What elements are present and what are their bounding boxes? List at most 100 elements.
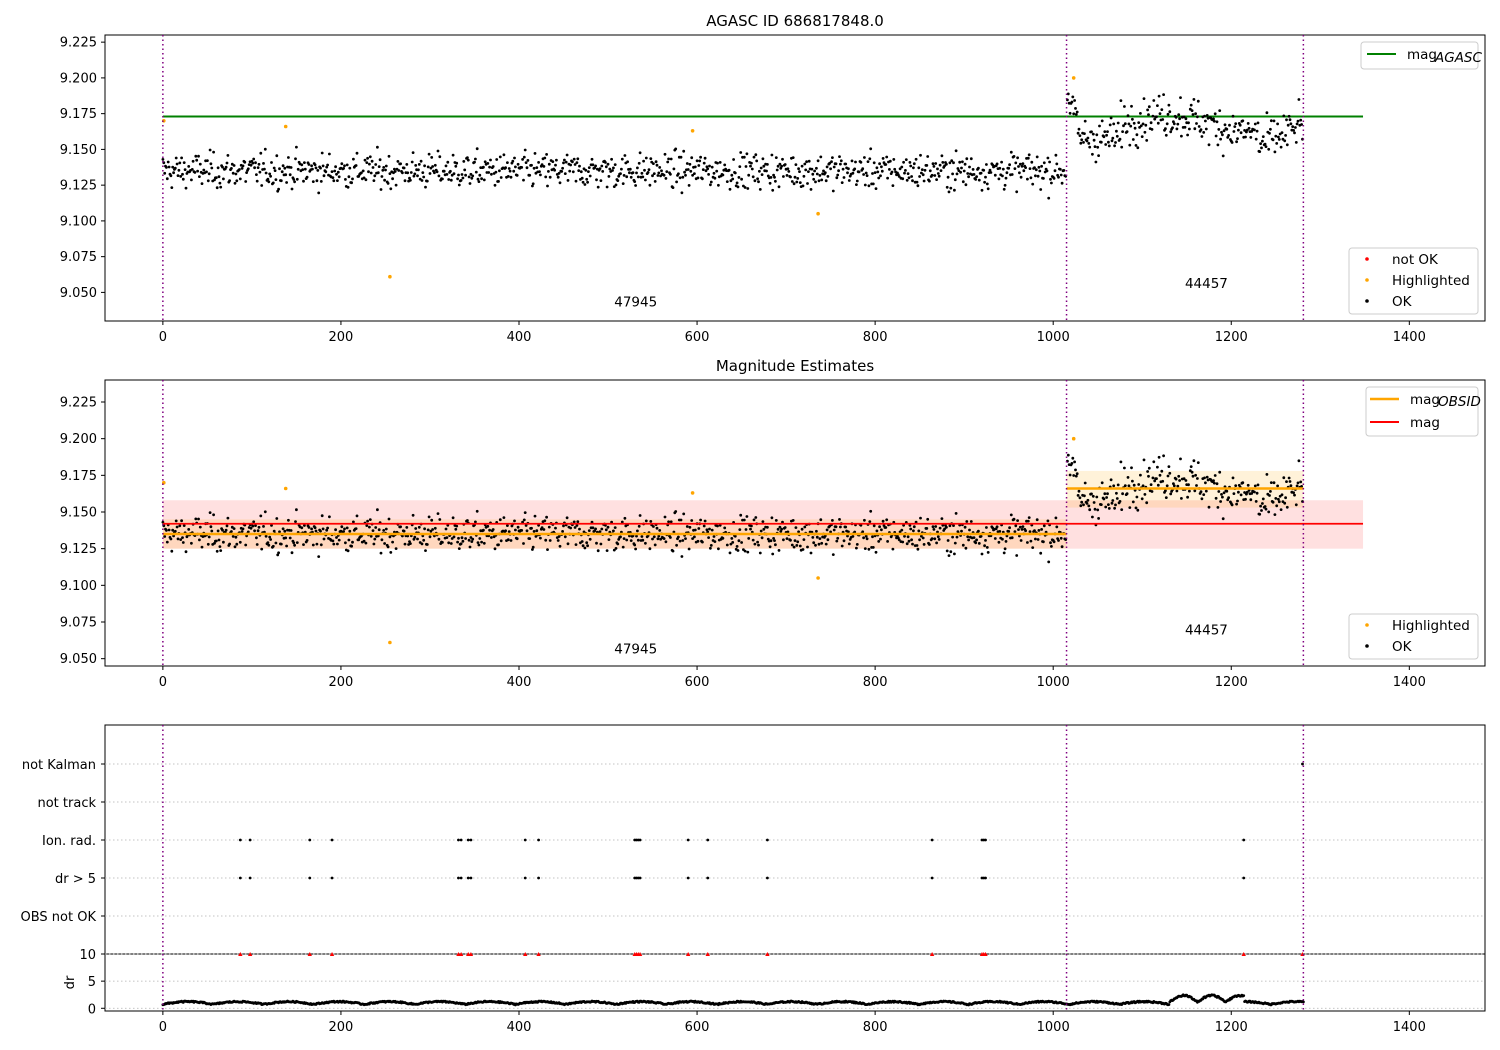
p1-ok-point	[1214, 134, 1218, 138]
p1-ok-point	[224, 165, 228, 169]
p1-ok-point	[263, 147, 267, 151]
p1-ok-point	[1145, 139, 1149, 142]
p2-ok-point	[672, 530, 676, 534]
p1-ok-point	[961, 160, 964, 164]
p3-dr5-point	[686, 876, 690, 880]
p2-ok-point	[315, 542, 319, 546]
p1-ok-point	[594, 164, 597, 168]
p2-ok-point	[1244, 497, 1247, 501]
p2-ok-point	[953, 552, 956, 556]
p2-ok-point	[622, 537, 626, 540]
p2-ok-point	[1076, 494, 1080, 497]
p2-ok-point	[364, 541, 368, 545]
p2-ok-point	[1100, 481, 1104, 485]
p2-ok-point	[705, 528, 709, 532]
p1-ok-point	[370, 159, 374, 163]
p2-ok-point	[200, 545, 204, 549]
p1-ytick-label-0: 9.050	[60, 286, 97, 301]
p2-ok-point	[587, 529, 591, 532]
p1-ok-point	[820, 178, 824, 182]
p1-ok-point	[985, 182, 989, 186]
p1-ok-point	[225, 161, 229, 165]
p1-ok-point	[1157, 94, 1161, 98]
p2-ok-point	[165, 540, 169, 544]
p1-ok-point	[1222, 129, 1226, 133]
p2-ok-point	[1202, 493, 1206, 496]
p1-ok-point	[1042, 161, 1046, 165]
p4-ytick-label-1: 5	[88, 975, 96, 990]
p1-ok-point	[368, 162, 371, 166]
p1-ok-point	[482, 165, 485, 169]
p1-ok-point	[1165, 122, 1169, 126]
p2-ok-point	[607, 538, 611, 541]
p2-ok-point	[1189, 465, 1193, 468]
p2-ok-point	[721, 536, 725, 540]
p2-ok-point	[278, 530, 281, 534]
p1-ok-point	[333, 169, 337, 173]
p1-ok-point	[897, 175, 901, 178]
p1-ok-point	[451, 153, 455, 157]
p2-ok-point	[1126, 476, 1130, 479]
p2-ok-point	[909, 527, 913, 531]
p1-ok-point	[1195, 122, 1198, 125]
p2-ok-point	[838, 518, 841, 521]
p2-ok-point	[966, 535, 970, 539]
p2-ok-point	[287, 518, 290, 522]
p2-ok-point	[1214, 496, 1218, 500]
p1-ok-point	[1153, 117, 1157, 121]
p2-ok-point	[797, 530, 800, 534]
p1-ok-point	[1048, 160, 1051, 164]
p1-ok-point	[301, 168, 305, 172]
p1-ok-point	[491, 165, 495, 168]
p2-ok-point	[708, 527, 711, 531]
p1-ok-point	[169, 174, 173, 178]
p2-ok-point	[834, 525, 838, 529]
p2-ok-point	[350, 544, 353, 548]
p1-ok-point	[1203, 114, 1206, 118]
p1-ok-point	[506, 175, 510, 178]
p2-ok-point	[1106, 492, 1109, 496]
p2-ok-point	[1052, 540, 1056, 544]
p2-ok-point	[1165, 484, 1169, 488]
p1-ok-point	[554, 163, 557, 167]
p2-ok-point	[901, 540, 905, 544]
p2-ok-point	[1175, 489, 1179, 493]
p1-ok-point	[475, 147, 479, 151]
p1-ok-point	[847, 167, 850, 171]
p1-ok-point	[835, 176, 839, 180]
p2-ok-point	[319, 543, 323, 547]
p1-ok-point	[853, 167, 857, 171]
p1-ok-point	[716, 161, 719, 165]
p1-ok-point	[983, 180, 986, 184]
p1-ok-point	[469, 172, 473, 176]
p1-xtick-label-6: 1200	[1215, 330, 1248, 345]
p1-ok-point	[713, 176, 717, 180]
p1-ok-point	[360, 171, 363, 175]
p2-ok-point	[416, 537, 419, 541]
p2-ok-point	[1012, 517, 1016, 521]
p1-ok-point	[234, 172, 238, 176]
p2-ok-point	[525, 529, 529, 533]
p1-xtick-label-0: 0	[159, 330, 167, 345]
p1-ok-point	[623, 154, 627, 157]
p2-ok-point	[728, 551, 732, 555]
p1-ok-point	[698, 159, 702, 163]
p2-ok-point	[1082, 503, 1085, 507]
p2-ok-point	[276, 553, 280, 557]
p2-legend-label-0: Highlighted	[1392, 618, 1470, 634]
p2-ok-point	[371, 529, 375, 532]
p2-ok-point	[1288, 480, 1292, 483]
p2-ok-point	[450, 537, 454, 540]
p3-ion-rad-point	[459, 838, 463, 842]
p2-ok-point	[780, 527, 783, 531]
p2-ok-point	[545, 515, 548, 519]
p1-ok-point	[1261, 139, 1264, 143]
p2-ok-point	[847, 530, 850, 534]
p2-ok-point	[796, 540, 800, 544]
p1-ok-point	[296, 167, 300, 171]
p1-ok-point	[176, 174, 180, 178]
p1-ok-point	[1150, 127, 1154, 131]
p1-ok-point	[1223, 123, 1227, 127]
p1-ok-point	[805, 160, 808, 164]
p2-ok-point	[1261, 497, 1265, 501]
